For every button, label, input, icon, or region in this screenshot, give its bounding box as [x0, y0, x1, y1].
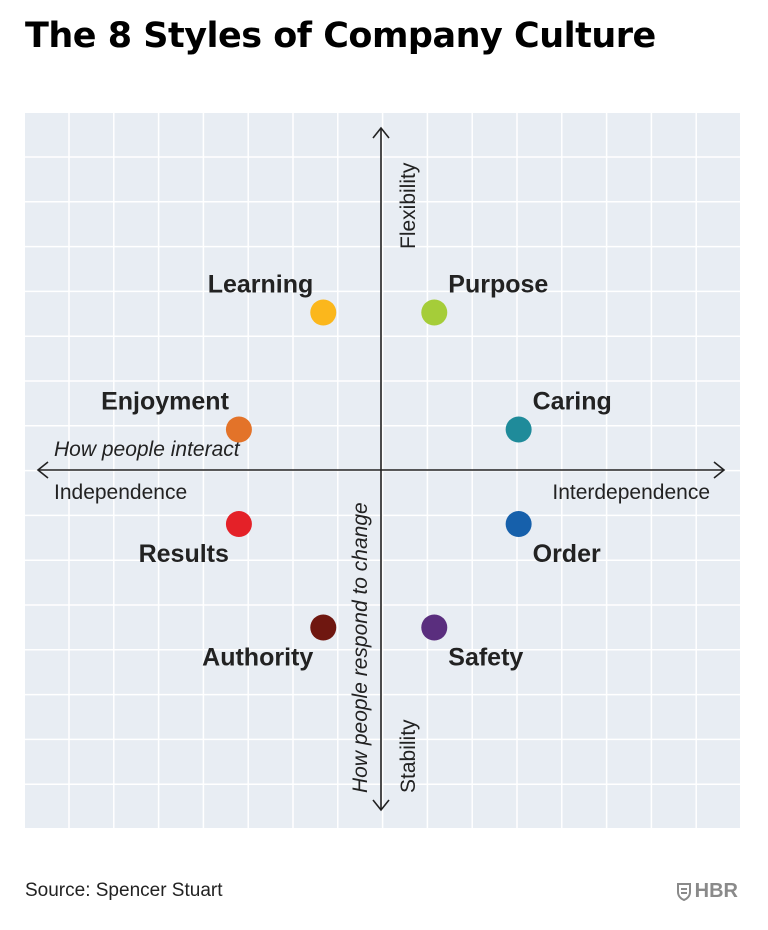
logo-text: HBR	[694, 880, 738, 902]
data-label-caring: Caring	[533, 388, 612, 416]
data-point-authority	[310, 614, 337, 641]
y-axis-negative-end: Stability	[397, 719, 420, 793]
x-axis-arrow-left	[36, 461, 49, 479]
y-axis-arrow-top	[372, 126, 390, 139]
data-label-safety: Safety	[448, 644, 523, 672]
data-label-learning: Learning	[208, 271, 314, 299]
data-label-authority: Authority	[202, 644, 313, 672]
chart-title: The 8 Styles of Company Culture	[25, 16, 656, 56]
data-point-caring	[505, 416, 532, 443]
y-axis-arrow-bottom	[372, 799, 390, 812]
culture-scatter-chart: How people interact Independence Interdepe…	[25, 113, 740, 828]
data-point-enjoyment	[225, 416, 252, 443]
y-axis-positive-end: Flexibility	[397, 162, 420, 249]
data-point-results	[225, 511, 252, 537]
data-point-learning	[310, 299, 337, 326]
x-axis-label: How people interact	[54, 438, 241, 461]
source-note: Source: Spencer Stuart	[25, 880, 223, 901]
data-point-order	[505, 511, 532, 537]
x-axis-arrow-right	[713, 461, 726, 479]
shield-icon	[676, 882, 691, 901]
data-label-enjoyment: Enjoyment	[101, 388, 229, 416]
x-axis-negative-end: Independence	[54, 481, 187, 504]
data-label-order: Order	[533, 540, 601, 568]
y-axis-label: How people respond to change	[349, 502, 372, 793]
data-label-results: Results	[139, 540, 229, 568]
data-point-safety	[421, 614, 448, 641]
x-axis-positive-end: Interdependence	[552, 481, 710, 504]
hbr-logo: HBR	[676, 880, 738, 903]
data-point-purpose	[421, 299, 448, 326]
data-label-purpose: Purpose	[448, 271, 548, 299]
